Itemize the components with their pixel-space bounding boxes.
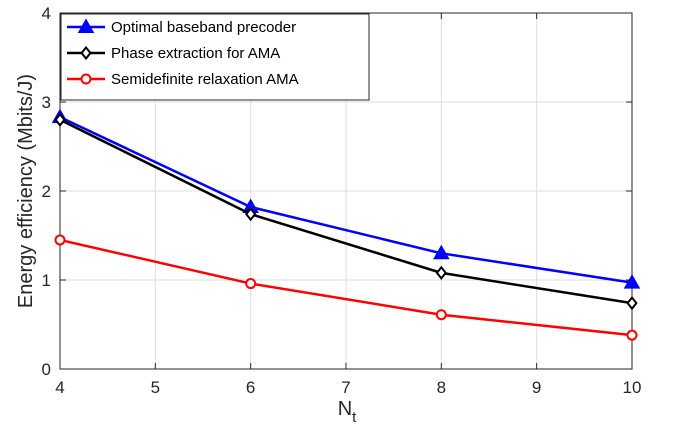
legend-marker — [80, 73, 92, 85]
x-axis-title: Nt — [338, 398, 357, 426]
data-point — [54, 112, 66, 127]
data-point — [435, 265, 448, 280]
legend-marker — [77, 18, 95, 33]
legend-item-2: Phase extraction for AMA — [67, 45, 280, 62]
data-point — [626, 329, 638, 341]
series-group — [51, 108, 641, 341]
legend: Optimal baseband precoder Phase extractio… — [60, 13, 370, 101]
y-axis-title: Energy efficiency (Mbits/J) — [15, 74, 37, 308]
legend-box — [60, 13, 370, 101]
legend-marker — [80, 45, 92, 61]
x-tick-label: 6 — [246, 378, 255, 397]
y-tick-label: 3 — [42, 93, 51, 112]
x-tick-label: 5 — [151, 378, 160, 397]
legend-label: Phase extraction for AMA — [111, 45, 280, 62]
data-point — [626, 296, 638, 311]
data-point — [244, 207, 257, 222]
data-point — [435, 309, 447, 321]
series-2 — [54, 112, 638, 311]
data-point — [623, 274, 641, 289]
data-point — [433, 244, 450, 260]
legend-item-3: Semidefinite relaxation AMA — [67, 71, 299, 88]
x-tick-label: 4 — [55, 378, 64, 397]
legend-label: Semidefinite relaxation AMA — [111, 71, 299, 88]
series-line — [59, 115, 633, 284]
data-point — [54, 234, 66, 246]
y-tick-label: 2 — [42, 182, 51, 201]
y-tick-label: 0 — [42, 360, 51, 379]
x-tick-label: 9 — [532, 378, 541, 397]
series-3 — [54, 234, 638, 341]
series-line — [59, 118, 633, 305]
x-tick-label: 7 — [341, 378, 350, 397]
legend-item-1: Optimal baseband precoder — [67, 18, 296, 36]
x-axis-label-subscript: t — [352, 409, 357, 426]
x-axis-label: N — [338, 398, 352, 420]
series-line — [59, 238, 633, 337]
y-tick-label: 1 — [42, 271, 51, 290]
legend-label: Optimal baseband precoder — [111, 19, 296, 36]
x-tick-label: 8 — [437, 378, 446, 397]
x-tick-label: 10 — [623, 378, 642, 397]
y-tick-label: 4 — [42, 4, 51, 23]
data-point — [245, 278, 257, 290]
